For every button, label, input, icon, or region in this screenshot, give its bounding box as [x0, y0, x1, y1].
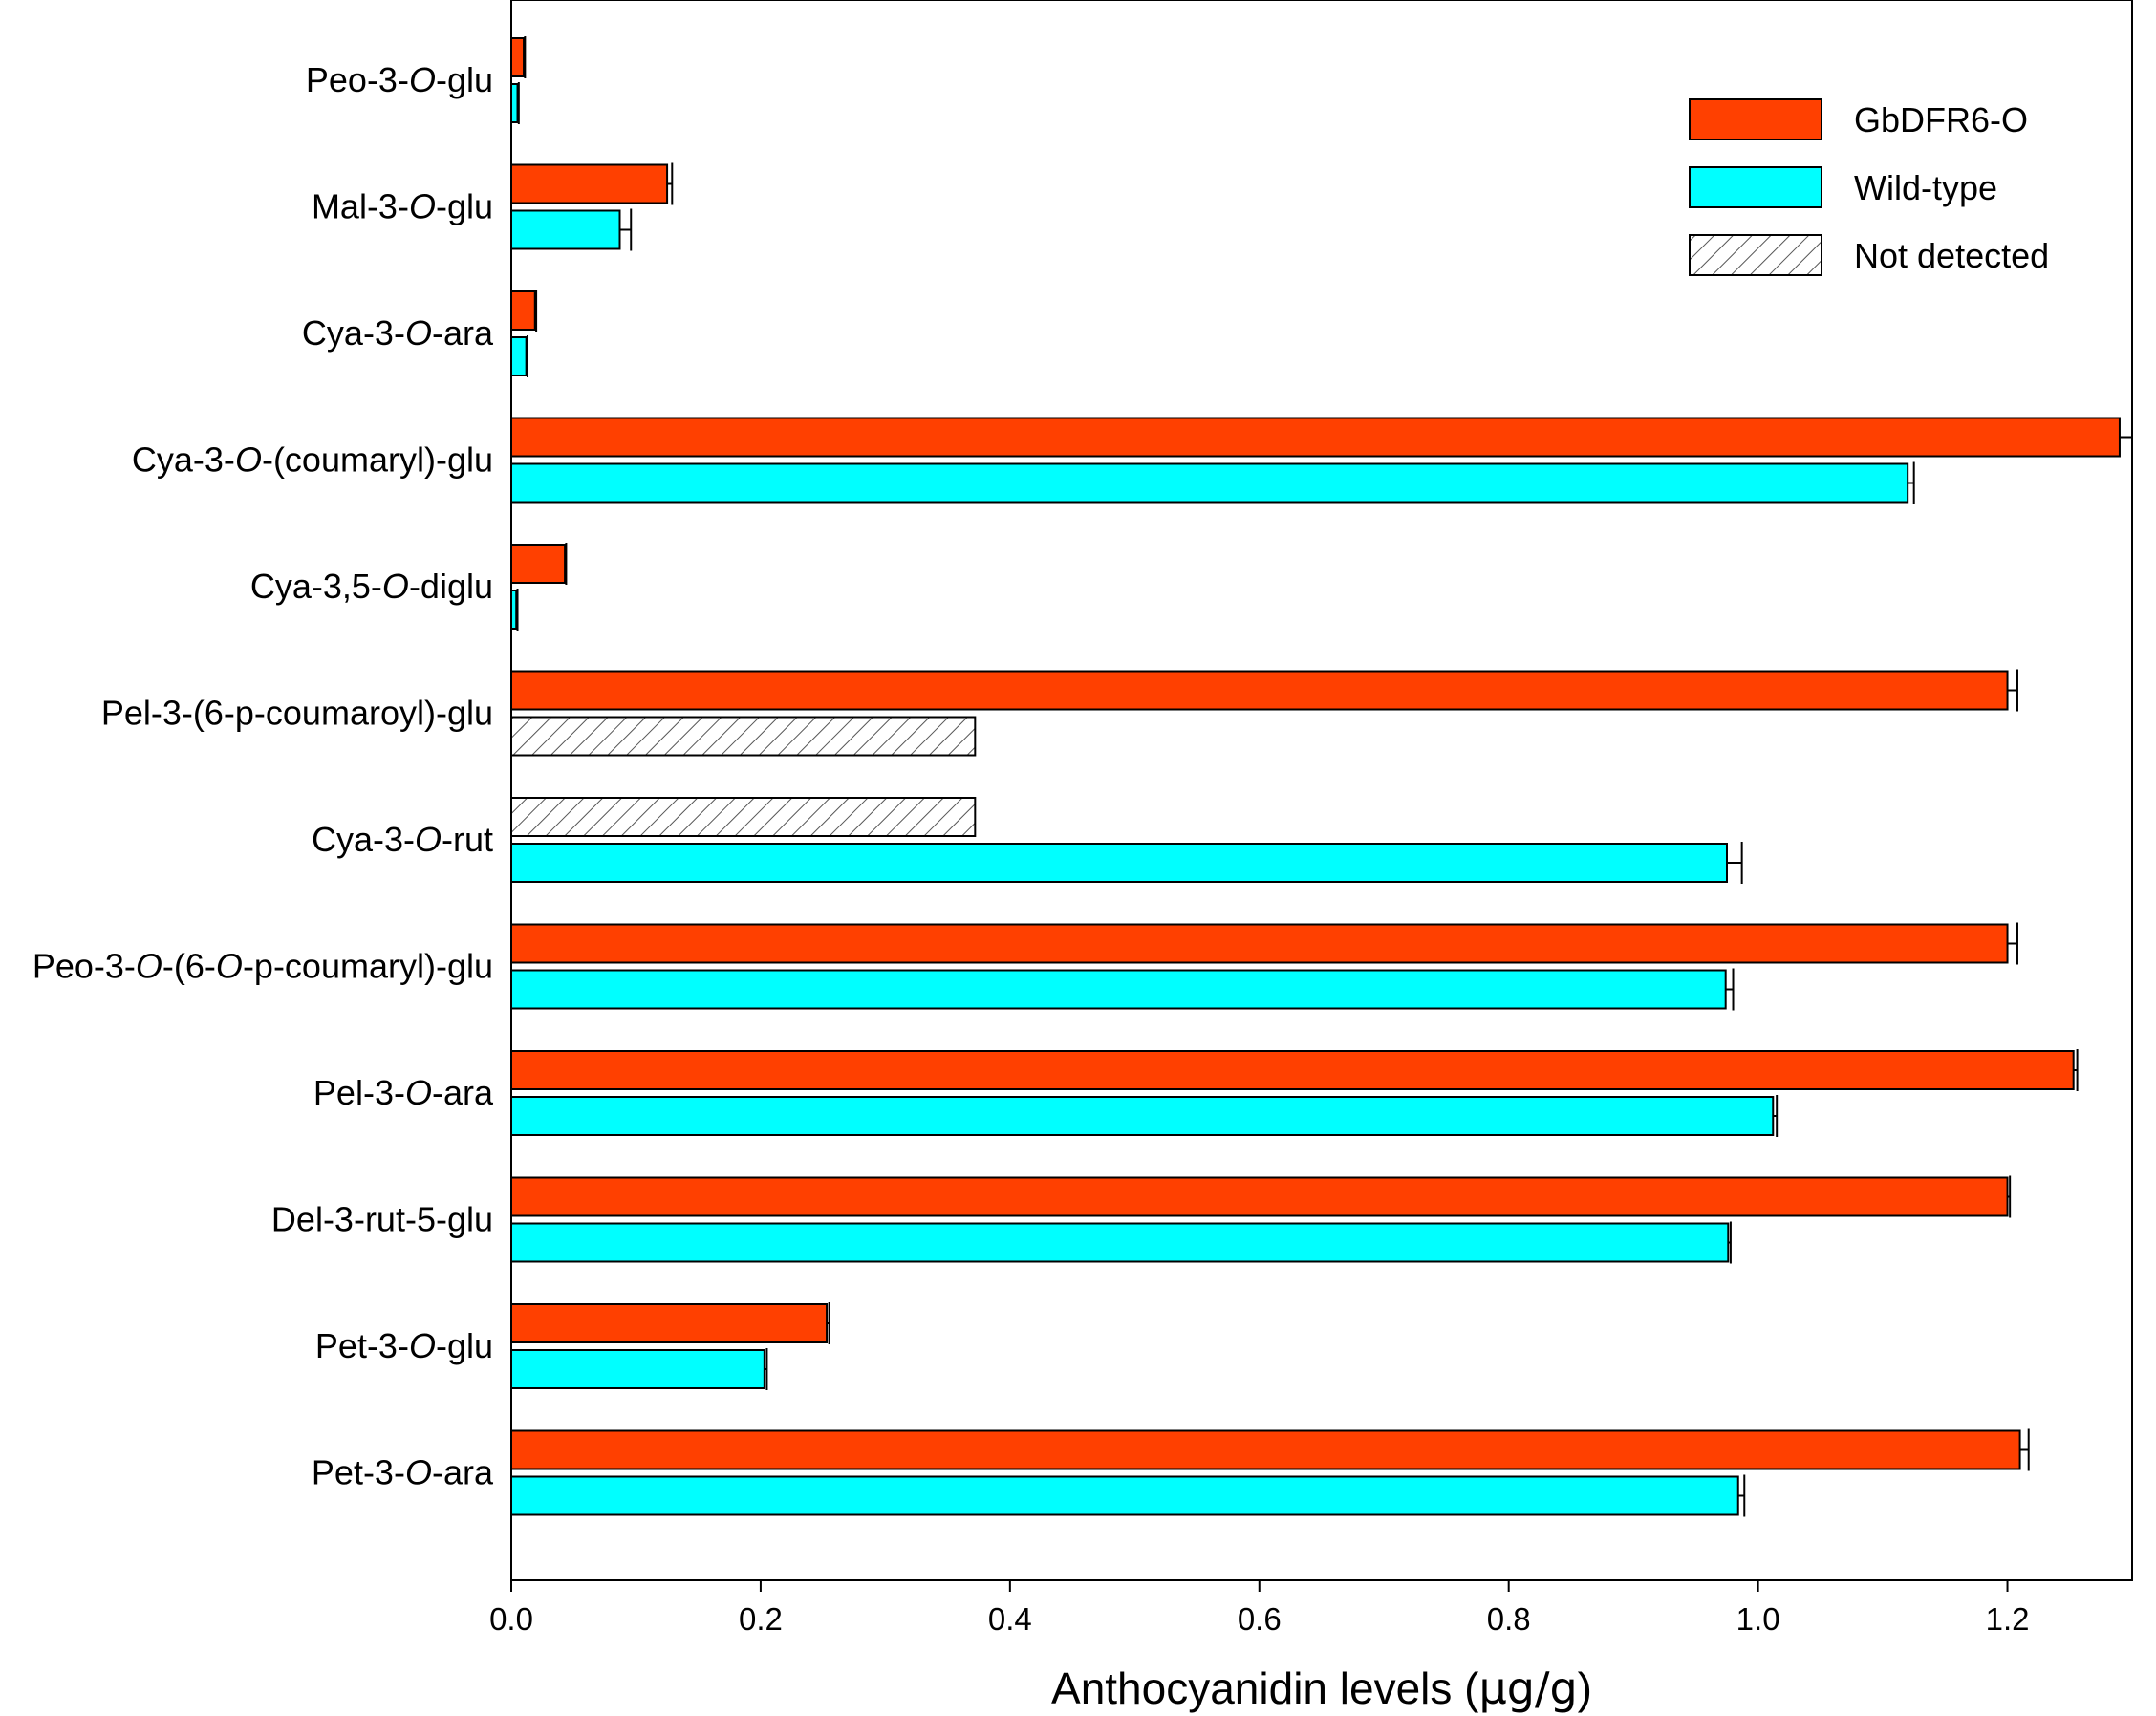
bar-gbdfr6-o	[510, 163, 669, 204]
legend-label: GbDFR6-O	[1854, 100, 2028, 139]
category-label: Pel-3-O-ara	[313, 1073, 494, 1112]
legend-swatch	[1689, 166, 1822, 208]
label-part: Cya-3,5-	[250, 567, 382, 606]
bar-gbdfr6-o	[510, 1429, 2021, 1470]
bar-wild-type	[510, 1096, 1775, 1136]
x-axis: 0.0 0.2 0.4 0.6 0.8 1.0 1.2 Anthocyanidin level…	[489, 1580, 2029, 1714]
legend-swatch	[1689, 234, 1822, 276]
bar-gbdfr6-o	[510, 1303, 829, 1343]
label-part: -ara	[432, 1073, 494, 1112]
category-label: Peo-3-O-(6-O-p-coumaryl)-glu	[32, 947, 493, 986]
category-label: Cya-3-O-rut	[312, 820, 493, 859]
label-part: -(6-	[162, 947, 216, 986]
x-tick-label: 1.0	[1736, 1601, 1780, 1637]
bar-wild-type	[510, 83, 519, 123]
x-tick-label: 0.0	[489, 1601, 533, 1637]
label-part: -diglu	[409, 567, 493, 606]
x-tick-label: 0.8	[1487, 1601, 1531, 1637]
x-tick-label: 0.6	[1238, 1601, 1282, 1637]
bar-wild-type	[510, 969, 1727, 1010]
x-tick-label: 1.2	[1986, 1601, 2030, 1637]
legend-label: Wild-type	[1854, 168, 1997, 207]
bar-not-detected	[510, 716, 977, 757]
label-part: -(coumaryl)-glu	[262, 440, 493, 480]
bars-layer	[510, 36, 2133, 1517]
category-label: Mal-3-O-glu	[312, 187, 493, 226]
label-part: -p-coumaryl)-glu	[243, 947, 493, 986]
x-axis-title: Anthocyanidin levels (μg/g)	[1051, 1662, 1592, 1714]
label-part: Pet-3-	[315, 1326, 409, 1365]
bar-wild-type	[510, 1222, 1730, 1263]
label-part: -glu	[436, 187, 493, 226]
bar-wild-type	[510, 1475, 1739, 1516]
label-part: O	[382, 567, 409, 606]
label-part: O	[405, 1453, 432, 1492]
category-labels: Peo-3-O-gluMal-3-O-gluCya-3-O-araCya-3-O…	[32, 60, 494, 1492]
legend-swatch	[1689, 98, 1822, 140]
bar-gbdfr6-o	[510, 37, 526, 77]
label-part: O	[405, 1073, 432, 1112]
label-part: Cya-3-	[312, 820, 415, 859]
label-part: Cya-3-	[302, 313, 405, 353]
label-part: Anthocyanidin levels (	[1051, 1663, 1479, 1713]
label-part: O	[216, 947, 243, 986]
label-part: O	[235, 440, 262, 480]
label-part: μg/g	[1478, 1662, 1577, 1714]
plot-frame	[510, 0, 2133, 1581]
bar-gbdfr6-o	[510, 544, 567, 584]
label-part: -ara	[432, 1453, 494, 1492]
label-part: Peo-3-	[306, 60, 409, 99]
label-part: Del-3-rut-5-glu	[271, 1200, 493, 1239]
label-part: Mal-3-	[312, 187, 409, 226]
label-part: Cya-3-	[132, 440, 235, 480]
label-part: )	[1578, 1663, 1592, 1713]
category-label: Pel-3-(6-p-coumaroyl)-glu	[101, 694, 493, 733]
bar-gbdfr6-o	[510, 1176, 2009, 1217]
legend-label: Not detected	[1854, 236, 2049, 275]
label-part: -glu	[436, 60, 493, 99]
category-label: Del-3-rut-5-glu	[271, 1200, 493, 1239]
label-part: Pel-3-	[313, 1073, 405, 1112]
bar-gbdfr6-o	[510, 670, 2009, 711]
label-part: -ara	[432, 313, 494, 353]
bar-gbdfr6-o	[510, 923, 2009, 964]
label-part: -glu	[436, 1326, 493, 1365]
bar-gbdfr6-o	[510, 417, 2121, 458]
label-part: Pet-3-	[312, 1453, 405, 1492]
bar-gbdfr6-o	[510, 290, 536, 331]
bar-wild-type	[510, 209, 621, 250]
bar-wild-type	[510, 843, 1728, 883]
label-part: O	[409, 187, 436, 226]
category-label: Pet-3-O-glu	[315, 1326, 493, 1365]
bar-not-detected	[510, 797, 977, 837]
category-label: Cya-3-O-(coumaryl)-glu	[132, 440, 493, 480]
category-label: Peo-3-O-glu	[306, 60, 493, 99]
x-tick-label: 0.4	[988, 1601, 1032, 1637]
label-part: O	[409, 1326, 436, 1365]
category-label: Cya-3,5-O-diglu	[250, 567, 493, 606]
category-label: Cya-3-O-ara	[302, 313, 494, 353]
bar-wild-type	[510, 462, 1909, 504]
bar-wild-type	[510, 1349, 765, 1389]
label-part: -rut	[442, 820, 493, 859]
label-part: O	[405, 313, 432, 353]
legend: GbDFR6-O Wild-type Not detected	[1689, 98, 2049, 276]
bar-gbdfr6-o	[510, 1050, 2075, 1090]
label-part: O	[415, 820, 442, 859]
label-part: O	[409, 60, 436, 99]
category-label: Pet-3-O-ara	[312, 1453, 494, 1492]
label-part: Peo-3-	[32, 947, 136, 986]
label-part: O	[136, 947, 162, 986]
x-tick-label: 0.2	[739, 1601, 783, 1637]
label-part: Pel-3-(6-p-coumaroyl)-glu	[101, 694, 493, 733]
bar-wild-type	[510, 336, 528, 376]
bar-wild-type	[510, 590, 518, 630]
